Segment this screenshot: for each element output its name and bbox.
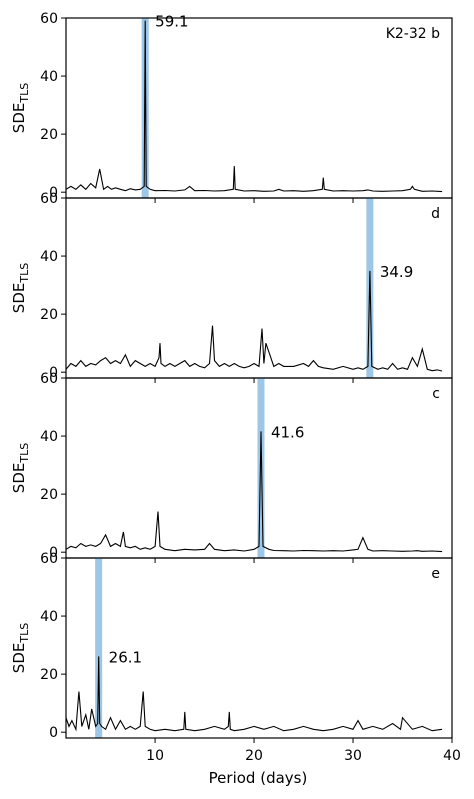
panel-1: 0 20 40 60 SDETLS 34.9 d [10, 191, 453, 383]
panel-3: 0 20 40 60 SDETLS 26.1 e [10, 551, 453, 743]
sde-series-line [65, 656, 443, 732]
peak-value-label: 41.6 [271, 423, 304, 441]
x-axis-ticks: 10 20 30 40 [146, 748, 461, 764]
x-tick-label: 30 [344, 748, 362, 764]
y-tick-label: 60 [40, 551, 58, 567]
x-tick-label: 40 [443, 748, 461, 764]
peak-highlight-band [95, 558, 103, 738]
y-axis-label-main: SDE [10, 463, 28, 494]
sde-series-line [65, 20, 443, 193]
y-tick-label: 0 [49, 545, 58, 561]
panel-frame [65, 17, 453, 199]
x-axis-label: Period (days) [209, 769, 308, 787]
panel-2: 0 20 40 60 SDETLS 41.6 c [10, 371, 453, 563]
panel-frame [65, 557, 453, 739]
x-tick-label: 20 [245, 748, 263, 764]
y-tick-label: 40 [40, 609, 58, 625]
y-tick-label: 20 [40, 487, 58, 503]
peak-value-label: 26.1 [109, 648, 142, 666]
y-tick-label: 60 [40, 191, 58, 207]
y-axis-label-subscript: TLS [18, 83, 31, 104]
panel-label: K2-32 b [386, 26, 440, 42]
x-tick-label: 10 [146, 748, 164, 764]
y-tick-label: 0 [49, 725, 58, 741]
sde-series-line [65, 431, 443, 553]
y-tick-label: 0 [49, 365, 58, 381]
y-tick-label: 20 [40, 307, 58, 323]
panel-label: c [432, 386, 440, 402]
y-axis-label-main: SDE [10, 283, 28, 314]
y-tick-label: 40 [40, 69, 58, 85]
y-axis-label-subscript: TLS [18, 623, 31, 644]
peak-highlight-band [257, 378, 265, 558]
y-tick-label: 60 [40, 371, 58, 387]
panel-0: 0 20 40 60 SDETLS 59.1 K2-32 b [10, 11, 453, 203]
sde-series-line [65, 270, 443, 372]
y-tick-label: 20 [40, 127, 58, 143]
y-axis-label-subscript: TLS [18, 263, 31, 284]
y-axis-label-subscript: TLS [18, 443, 31, 464]
y-tick-label: 40 [40, 249, 58, 265]
y-axis-label: SDETLS [10, 623, 31, 673]
y-tick-label: 40 [40, 429, 58, 445]
y-tick-label: 20 [40, 667, 58, 683]
y-tick-label: 60 [40, 11, 58, 27]
y-axis-label-main: SDE [10, 103, 28, 134]
y-tick-label: 0 [49, 185, 58, 201]
panel-label: d [431, 206, 440, 222]
peak-value-label: 34.9 [380, 263, 413, 281]
y-axis-label: SDETLS [10, 83, 31, 133]
y-axis-label-main: SDE [10, 643, 28, 674]
peak-value-label: 59.1 [155, 13, 188, 31]
y-axis-label: SDETLS [10, 443, 31, 493]
panel-frame [65, 197, 453, 379]
y-axis-label: SDETLS [10, 263, 31, 313]
panel-label: e [431, 566, 440, 582]
